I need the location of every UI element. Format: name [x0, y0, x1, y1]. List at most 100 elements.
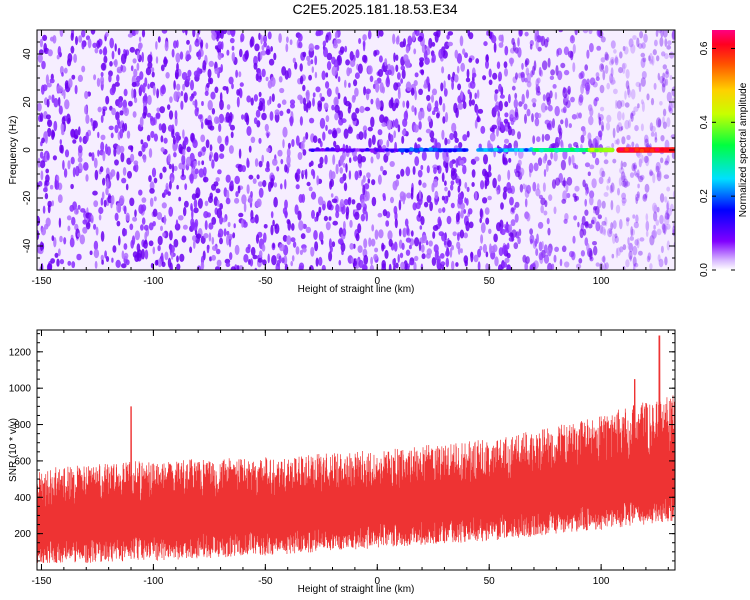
heatmap-speckle [627, 85, 630, 96]
heatmap-speckle [356, 202, 362, 211]
ridge-point [493, 147, 498, 152]
heatmap-speckle [306, 55, 311, 62]
heatmap-speckle [637, 43, 643, 49]
heatmap-speckle [109, 61, 113, 67]
heatmap-speckle [543, 254, 550, 264]
heatmap-speckle [85, 114, 90, 124]
heatmap-speckle [584, 198, 587, 207]
heatmap-speckle [245, 114, 250, 126]
heatmap-speckle [340, 242, 346, 252]
heatmap-speckle [404, 218, 409, 227]
heatmap-speckle [349, 157, 352, 164]
x-tick-label: -150 [31, 276, 51, 287]
heatmap-speckle [151, 67, 155, 73]
heatmap-speckle [168, 206, 173, 217]
heatmap-speckle [302, 51, 307, 58]
heatmap-speckle [207, 119, 213, 130]
heatmap-speckle [148, 240, 154, 247]
heatmap-speckle [508, 93, 511, 104]
heatmap-speckle [128, 145, 134, 151]
heatmap-speckle [287, 142, 291, 149]
heatmap-speckle [628, 242, 634, 253]
heatmap-speckle [99, 166, 104, 173]
heatmap-speckle [655, 30, 659, 37]
heatmap-speckle [589, 250, 593, 260]
heatmap-speckle [274, 223, 280, 234]
heatmap-speckle [441, 195, 445, 201]
heatmap-speckle [190, 79, 194, 91]
heatmap-speckle [382, 195, 386, 202]
heatmap-speckle [46, 263, 53, 270]
heatmap-speckle [59, 259, 65, 265]
heatmap-speckle [212, 245, 218, 251]
ridge-point [598, 147, 604, 152]
heatmap-speckle [230, 180, 234, 186]
heatmap-speckle [599, 134, 602, 141]
heatmap-speckle [535, 78, 540, 88]
heatmap-speckle [436, 258, 441, 270]
heatmap-speckle [657, 30, 662, 34]
heatmap-speckle [101, 191, 105, 200]
heatmap-speckle [662, 121, 668, 129]
heatmap-speckle [190, 203, 193, 211]
heatmap-speckle [163, 137, 168, 144]
heatmap-speckle [517, 131, 521, 140]
heatmap-speckle [645, 143, 650, 149]
ridge-point [544, 148, 549, 152]
heatmap-speckle [511, 229, 517, 238]
heatmap-speckle [657, 118, 662, 128]
heatmap-speckle [320, 239, 324, 245]
heatmap-speckle [200, 134, 206, 143]
heatmap-speckle [614, 233, 618, 239]
heatmap-speckle [493, 42, 497, 53]
heatmap-speckle [649, 235, 655, 246]
heatmap-speckle [85, 174, 89, 182]
heatmap-speckle [300, 140, 305, 151]
heatmap-speckle [246, 159, 250, 169]
heatmap-speckle [647, 252, 652, 261]
ridge-point [607, 147, 613, 152]
heatmap-speckle [125, 259, 130, 266]
heatmap-speckle [432, 225, 439, 231]
colorbar-gradient [712, 30, 735, 270]
heatmap-speckle [421, 109, 425, 119]
heatmap-speckle [621, 192, 626, 200]
heatmap-speckle [63, 67, 68, 74]
heatmap-speckle [326, 88, 332, 97]
ridge-point [360, 148, 365, 153]
heatmap-speckle [659, 75, 664, 84]
heatmap-speckle [412, 166, 416, 175]
heatmap-speckle [53, 97, 59, 108]
heatmap-speckle [134, 230, 140, 241]
heatmap-speckle [584, 82, 591, 92]
y-tick-label: 800 [14, 420, 31, 431]
heatmap-speckle [121, 250, 125, 259]
heatmap-speckle [657, 254, 661, 262]
heatmap-speckle [331, 104, 335, 111]
heatmap-speckle [160, 225, 163, 231]
heatmap-speckle [328, 251, 333, 262]
heatmap-speckle [465, 220, 470, 232]
heatmap-speckle [150, 130, 155, 139]
heatmap-speckle [226, 189, 230, 201]
heatmap-speckle [246, 95, 252, 103]
snr-series-path [37, 335, 675, 563]
ridge-point [590, 147, 595, 152]
heatmap-speckle [494, 92, 498, 102]
heatmap-speckle [498, 34, 504, 42]
heatmap-speckle [529, 238, 533, 245]
heatmap-speckle [209, 77, 214, 85]
heatmap-speckle [529, 43, 533, 50]
heatmap-speckle [167, 153, 171, 163]
bottom-x-axis-label: Height of straight line (km) [298, 584, 415, 595]
heatmap-speckle [604, 51, 609, 61]
heatmap-speckle [284, 164, 288, 173]
heatmap-speckle [599, 84, 605, 94]
heatmap-speckle [141, 217, 146, 225]
heatmap-speckle [56, 258, 60, 267]
heatmap-speckle [294, 172, 298, 180]
heatmap-speckle [373, 50, 377, 57]
heatmap-speckle [396, 174, 401, 180]
heatmap-speckle [334, 31, 338, 39]
